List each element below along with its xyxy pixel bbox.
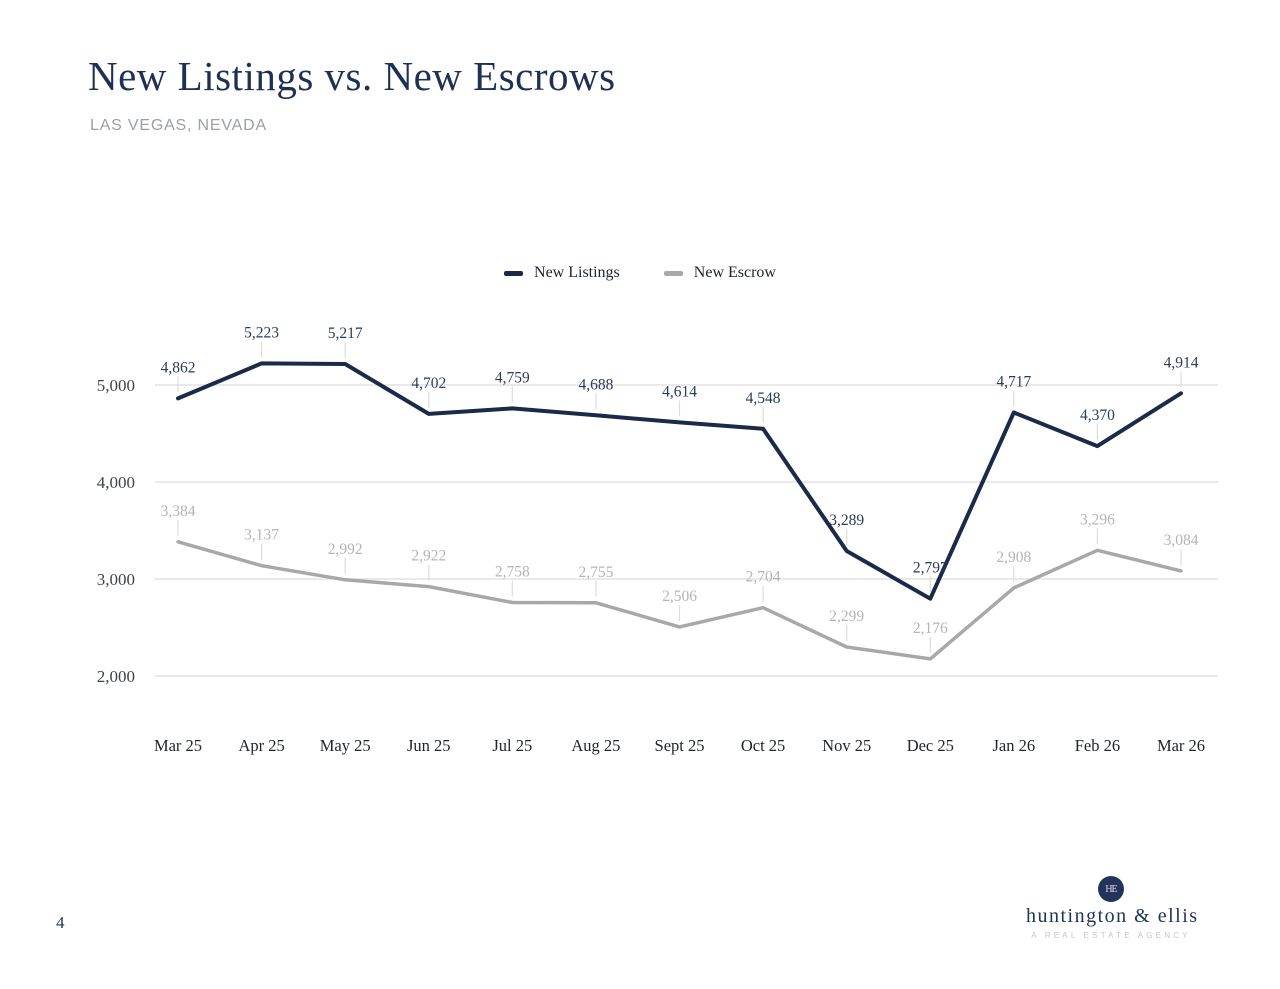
legend-item-new-listings: New Listings — [504, 264, 620, 282]
data-label: 2,299 — [829, 608, 864, 625]
data-label: 2,755 — [578, 564, 613, 581]
y-axis-tick: 4,000 — [97, 473, 135, 492]
data-label: 4,548 — [746, 390, 781, 407]
data-label: 3,384 — [161, 503, 196, 520]
series-line-new-listings — [176, 361, 1183, 601]
x-axis-tick: Jul 25 — [492, 736, 532, 755]
data-label: 4,862 — [161, 359, 196, 376]
x-axis-tick: Jun 25 — [407, 736, 451, 755]
new-listings-swatch-icon — [504, 270, 524, 276]
label-leader-lines — [177, 341, 1182, 653]
logo-monogram-icon: HE — [1098, 876, 1124, 902]
x-axis-tick: May 25 — [320, 736, 371, 755]
x-axis-tick: Mar 26 — [1157, 736, 1205, 755]
x-axis-tick: Oct 25 — [741, 736, 785, 755]
data-label: 5,217 — [328, 325, 363, 342]
data-label: 2,176 — [913, 620, 948, 637]
data-label: 2,758 — [495, 564, 530, 581]
company-logo: HE huntington & ellis A REAL ESTATE AGEN… — [1026, 876, 1199, 940]
x-axis-tick: Feb 26 — [1075, 736, 1120, 755]
data-label: 3,137 — [244, 527, 279, 544]
legend-label-new-escrow: New Escrow — [693, 264, 776, 281]
x-axis-tick: Sept 25 — [655, 736, 705, 755]
new-escrow-swatch-icon — [663, 270, 683, 276]
x-axis-tick: Apr 25 — [238, 736, 284, 755]
legend-item-new-escrow: New Escrow — [663, 264, 776, 282]
data-label: 2,908 — [996, 549, 1031, 566]
x-axis-tick: Mar 25 — [154, 736, 202, 755]
data-label: 4,717 — [996, 374, 1031, 391]
data-label: 2,797 — [913, 560, 948, 577]
data-label: 2,992 — [328, 541, 363, 558]
x-axis-tick: Dec 25 — [907, 736, 954, 755]
data-label: 2,704 — [746, 569, 781, 586]
logo-tagline: A REAL ESTATE AGENCY — [1031, 931, 1191, 940]
data-label: 4,614 — [662, 383, 697, 400]
data-labels-new-listings: 4,862 5,223 5,217 4,702 4,759 4,688 4,614 4,548… — [161, 324, 1199, 576]
data-label: 2,922 — [411, 548, 446, 565]
y-axis-tick: 5,000 — [97, 376, 135, 395]
data-label: 4,759 — [495, 369, 530, 386]
y-axis-tick: 2,000 — [97, 667, 135, 686]
gridlines: 5,000 4,000 3,000 2,000 — [97, 376, 1218, 686]
legend-label-new-listings: New Listings — [534, 264, 620, 281]
y-axis-tick: 3,000 — [97, 570, 135, 589]
chart-legend: New Listings New Escrow — [504, 264, 776, 282]
series-line-new-escrow — [176, 540, 1183, 661]
logo-name: huntington & ellis — [1026, 905, 1199, 927]
logo-monogram-text: HE — [1105, 883, 1117, 895]
data-labels-new-escrow: 3,384 3,137 2,992 2,922 2,758 2,755 2,506 2,704… — [161, 503, 1199, 637]
x-axis-tick: Aug 25 — [571, 736, 620, 755]
data-label: 3,296 — [1080, 511, 1115, 528]
data-label: 5,223 — [244, 324, 279, 341]
data-label: 4,914 — [1164, 354, 1199, 371]
data-label: 3,084 — [1164, 532, 1199, 549]
data-label: 4,688 — [578, 376, 613, 393]
data-label: 2,506 — [662, 588, 697, 605]
page-title: New Listings vs. New Escrows — [88, 53, 616, 99]
page-subtitle: LAS VEGAS, NEVADA — [90, 117, 267, 134]
x-axis-labels: Mar 25 Apr 25 May 25 Jun 25 Jul 25 Aug 25 Sept… — [154, 736, 1205, 755]
data-label: 4,370 — [1080, 407, 1115, 424]
data-label: 4,702 — [411, 375, 446, 392]
data-label: 3,289 — [829, 512, 864, 529]
x-axis-tick: Jan 26 — [992, 736, 1035, 755]
page-number: 4 — [56, 913, 65, 932]
x-axis-tick: Nov 25 — [822, 736, 871, 755]
